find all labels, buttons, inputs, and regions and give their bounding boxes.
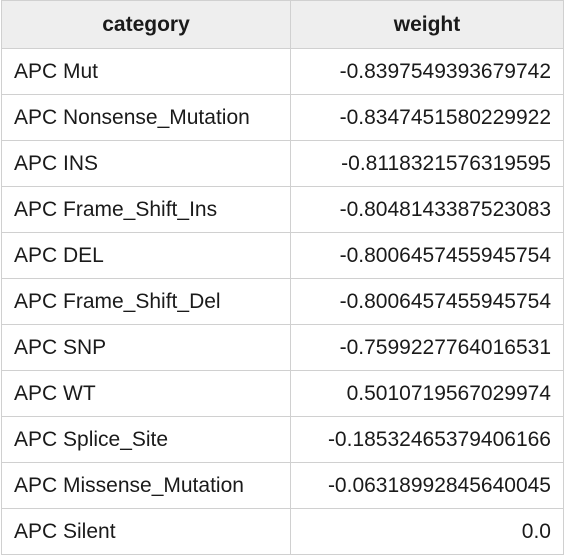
table-row: APC Mut -0.8397549393679742 (1, 48, 564, 95)
weight-cell: 0.0 (290, 508, 564, 555)
table-row: APC SNP -0.7599227764016531 (1, 324, 564, 371)
weight-cell: -0.8048143387523083 (290, 186, 564, 233)
category-cell: APC Silent (1, 508, 291, 555)
table-body: APC Mut -0.8397549393679742 APC Nonsense… (1, 48, 564, 555)
category-cell: APC DEL (1, 232, 291, 279)
category-cell: APC Splice_Site (1, 416, 291, 463)
weight-cell: -0.8347451580229922 (290, 94, 564, 141)
category-cell: APC Missense_Mutation (1, 462, 291, 509)
header-row: category weight (1, 0, 564, 49)
table-row: APC Frame_Shift_Del -0.8006457455945754 (1, 278, 564, 325)
column-header-weight[interactable]: weight (290, 0, 564, 49)
weight-cell: -0.8006457455945754 (290, 278, 564, 325)
weight-cell: -0.18532465379406166 (290, 416, 564, 463)
table-row: APC Missense_Mutation -0.063189928456400… (1, 462, 564, 509)
table-row: APC WT 0.5010719567029974 (1, 370, 564, 417)
table-row: APC INS -0.8118321576319595 (1, 140, 564, 187)
category-cell: APC Mut (1, 48, 291, 95)
category-cell: APC WT (1, 370, 291, 417)
category-cell: APC Nonsense_Mutation (1, 94, 291, 141)
table-row: APC Splice_Site -0.18532465379406166 (1, 416, 564, 463)
weight-cell: -0.8397549393679742 (290, 48, 564, 95)
category-cell: APC SNP (1, 324, 291, 371)
column-header-category[interactable]: category (1, 0, 291, 49)
weight-cell: -0.06318992845640045 (290, 462, 564, 509)
table-header: category weight (1, 0, 564, 49)
weight-cell: -0.8118321576319595 (290, 140, 564, 187)
table-row: APC DEL -0.8006457455945754 (1, 232, 564, 279)
category-cell: APC INS (1, 140, 291, 187)
category-cell: APC Frame_Shift_Ins (1, 186, 291, 233)
weight-cell: -0.7599227764016531 (290, 324, 564, 371)
weight-cell: 0.5010719567029974 (290, 370, 564, 417)
weight-cell: -0.8006457455945754 (290, 232, 564, 279)
table-row: APC Silent 0.0 (1, 508, 564, 555)
category-cell: APC Frame_Shift_Del (1, 278, 291, 325)
table-row: APC Nonsense_Mutation -0.834745158022992… (1, 94, 564, 141)
table-row: APC Frame_Shift_Ins -0.8048143387523083 (1, 186, 564, 233)
